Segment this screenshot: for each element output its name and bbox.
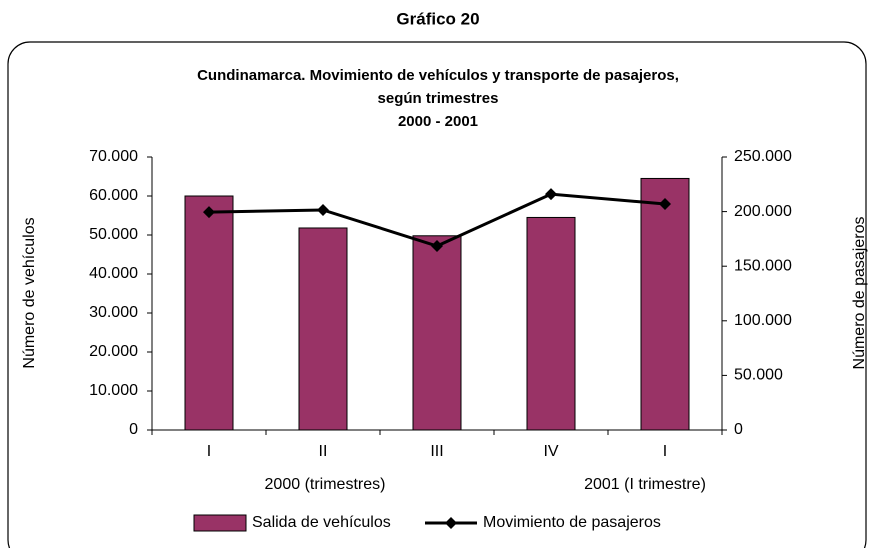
heading: Gráfico 20 <box>396 9 479 28</box>
y2-tick-label: 150.000 <box>734 257 792 274</box>
marker <box>545 188 557 201</box>
x-tick-label: III <box>430 443 443 460</box>
category-group-label: 2001 (I trimestre) <box>584 476 706 493</box>
legend-label: Salida de vehículos <box>252 514 391 531</box>
y-tick-label: 30.000 <box>89 304 138 321</box>
marker <box>431 239 443 252</box>
bar <box>526 216 576 431</box>
y2-tick-label: 200.000 <box>734 203 792 220</box>
y2-tick-label: 250.000 <box>734 148 792 165</box>
y-tick-label: 0 <box>129 421 138 438</box>
x-tick-label: I <box>663 443 667 460</box>
legend-marker <box>445 517 457 529</box>
bar <box>412 235 462 431</box>
category-group-label: 2000 (trimestres) <box>265 476 386 493</box>
y-tick-label: 10.000 <box>89 382 138 399</box>
y-tick-label: 70.000 <box>89 148 138 165</box>
marker <box>659 197 671 210</box>
chart-title: 2000 - 2001 <box>398 113 478 130</box>
chart-title: Cundinamarca. Movimiento de vehículos y … <box>197 67 679 84</box>
bar <box>640 177 690 431</box>
x-tick-label: I <box>207 443 211 460</box>
legend-swatch <box>193 514 247 532</box>
y-tick-label: 60.000 <box>89 187 138 204</box>
y2-tick-label: 100.000 <box>734 312 792 329</box>
chart-title: según trimestres <box>378 90 499 107</box>
y-tick-label: 50.000 <box>89 226 138 243</box>
marker <box>203 206 215 219</box>
marker <box>317 203 329 216</box>
bar <box>298 227 348 431</box>
y2-tick-label: 50.000 <box>734 367 783 384</box>
y2-tick-label: 0 <box>734 421 743 438</box>
legend-label: Movimiento de pasajeros <box>483 514 661 531</box>
y-tick-label: 20.000 <box>89 343 138 360</box>
bar <box>184 195 234 431</box>
y-tick-label: 40.000 <box>89 265 138 282</box>
x-tick-label: II <box>319 443 328 460</box>
x-tick-label: IV <box>543 443 558 460</box>
y-axis-label: Número de vehículos <box>21 217 38 368</box>
y2-axis-label: Número de pasajeros <box>851 217 868 370</box>
